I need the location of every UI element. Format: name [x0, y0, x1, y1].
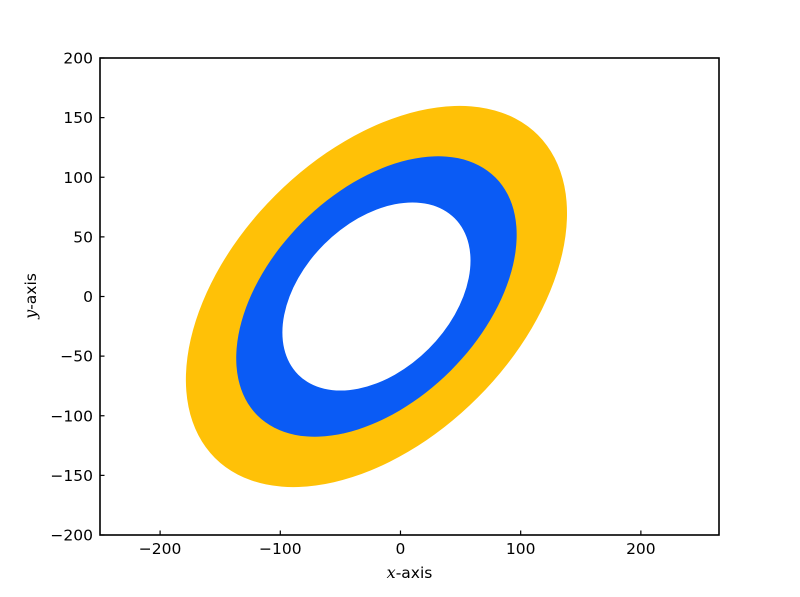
clip-cover-top: [0, 0, 800, 58]
x-tick-label: 0: [396, 540, 406, 558]
axis-title-text: -axis: [22, 273, 40, 310]
y-tick-label: −200: [50, 527, 93, 545]
y-tick-label: −100: [50, 407, 93, 425]
y-tick-label: 150: [63, 109, 93, 127]
ellipse-group: [185, 105, 568, 488]
inner-ellipse-hole: [282, 202, 471, 391]
y-axis-title: y-axis: [21, 273, 40, 320]
y-tick-label: −50: [60, 348, 93, 366]
y-tick-label: 200: [63, 50, 93, 68]
x-axis-ticks: −200 −100 0 100 200: [139, 530, 656, 558]
clip-cover-right: [719, 0, 800, 597]
x-tick-label: 200: [626, 540, 656, 558]
y-tick-label: 0: [83, 288, 93, 306]
y-axis-ticks: −200 −150 −100 −50 0 50 100 150 200: [50, 50, 105, 545]
y-tick-label: 50: [73, 228, 93, 246]
y-tick-label: 100: [63, 169, 93, 187]
x-tick-label: −100: [259, 540, 302, 558]
axis-title-symbol: y: [21, 309, 40, 320]
x-axis-title: x-axis: [387, 563, 433, 582]
clip-cover-left: [0, 0, 100, 597]
axis-title-symbol: x: [387, 563, 396, 582]
axis-title-text: -axis: [396, 564, 433, 582]
x-tick-label: −200: [139, 540, 182, 558]
y-tick-label: −150: [50, 467, 93, 485]
clip-cover-bottom: [0, 535, 800, 597]
x-tick-label: 100: [506, 540, 536, 558]
